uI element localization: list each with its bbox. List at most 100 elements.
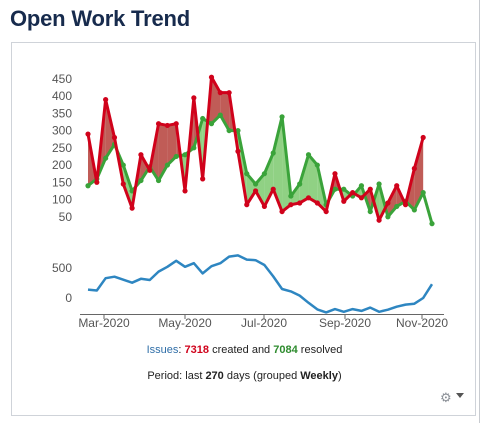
created-point (147, 167, 153, 173)
resolved-point (261, 171, 268, 177)
y-tick-label: 100 (52, 193, 72, 207)
created-point (94, 179, 100, 185)
resolved-word: resolved (300, 344, 343, 356)
created-point (305, 195, 312, 201)
created-point (85, 131, 91, 137)
resolved-point (244, 171, 250, 177)
resolved-point (332, 186, 338, 192)
period-days: 270 (205, 370, 224, 382)
issues-link[interactable]: Issues (146, 344, 179, 356)
created-point (420, 134, 426, 141)
resolved-point (103, 155, 109, 161)
resolved-point (226, 127, 232, 134)
created-point (120, 181, 126, 187)
resolved-point (208, 121, 215, 127)
created-resolved-plot: 50 100 150 200 250 300 350 400 450 (52, 72, 435, 227)
chart-panel (11, 42, 476, 416)
resolved-point (297, 181, 303, 187)
resolved-point (217, 112, 223, 118)
created-point (350, 190, 356, 196)
period-prefix: Period: last (147, 370, 203, 382)
resolved-point (138, 177, 144, 184)
resolved-point (411, 207, 417, 213)
created-point (173, 121, 179, 127)
difference-band (167, 123, 177, 166)
chevron-down-icon[interactable] (456, 393, 464, 398)
y-tick-label: 150 (52, 175, 72, 189)
resolved-point (270, 150, 276, 156)
created-point (226, 90, 232, 96)
created-point (155, 121, 162, 127)
created-point (191, 95, 197, 101)
created-point (411, 165, 417, 172)
created-point (111, 134, 118, 141)
right-divider (479, 0, 480, 423)
created-point (252, 188, 259, 194)
created-point (376, 217, 382, 223)
created-point (261, 203, 268, 210)
resolved-point (164, 162, 170, 168)
resolved-point (394, 203, 400, 210)
resolved-count: 7084 (273, 344, 298, 356)
y-tick-label: 300 (52, 124, 72, 138)
issues-colon: : (178, 344, 182, 356)
created-point (235, 148, 241, 154)
created-point (297, 200, 303, 206)
created-point (270, 186, 276, 192)
gear-icon[interactable]: ⚙ (440, 390, 452, 405)
created-word: created and (212, 344, 271, 356)
created-point (402, 202, 409, 208)
created-point (394, 183, 400, 189)
resolved-point (385, 214, 391, 220)
x-tick-label: Jul-2020 (241, 316, 287, 330)
resolved-point (358, 183, 365, 189)
created-point (279, 208, 285, 215)
resolved-point (420, 190, 426, 196)
created-resolved-summary: Issues: 7318 created and 7084 resolved (0, 344, 489, 356)
y-tick-label: 250 (52, 141, 72, 155)
open-issues-plot: 0 500 Mar-2020 May-2020 Jul-2020 Sep-2020 Nov-… (52, 254, 448, 330)
period-grouping: Weekly (300, 370, 338, 382)
resolved-point (235, 127, 241, 134)
resolved-point (429, 221, 435, 227)
resolved-point (252, 181, 259, 187)
resolved-point (305, 152, 312, 158)
difference-band (140, 154, 149, 181)
open-work-trend-chart: 50 100 150 200 250 300 350 400 450 0 500 Mar-2020 Ma… (52, 72, 448, 330)
difference-band (220, 92, 230, 131)
created-point (314, 200, 320, 206)
resolved-point (155, 177, 162, 184)
period-suffix: ) (337, 370, 342, 382)
resolved-point (341, 186, 347, 192)
page-title: Open Work Trend (10, 6, 190, 31)
resolved-point (314, 162, 320, 168)
resolved-point (182, 152, 188, 158)
created-point (129, 205, 135, 211)
y-tick-label: 350 (52, 106, 72, 120)
open-issues-line (87, 254, 434, 314)
created-point (341, 198, 347, 204)
created-count: 7318 (184, 344, 210, 356)
resolved-point (200, 115, 206, 122)
created-point (332, 171, 338, 177)
created-point (138, 152, 144, 158)
created-point (288, 202, 294, 208)
created-point (244, 202, 250, 208)
difference-band (308, 154, 318, 203)
resolved-point (279, 114, 285, 120)
x-tick-label: Nov-2020 (396, 316, 448, 330)
created-point (200, 176, 206, 182)
created-point (367, 186, 373, 192)
created-point (164, 122, 170, 129)
y-tick-label: 50 (59, 210, 73, 224)
x-tick-label: May-2020 (158, 316, 212, 330)
y-tick-label: 200 (52, 158, 72, 172)
period-middle: days (grouped (226, 370, 298, 382)
resolved-line (87, 113, 434, 225)
created-point (103, 96, 109, 103)
created-point (217, 90, 223, 96)
resolved-point (376, 181, 382, 187)
created-point (208, 74, 215, 80)
created-point (182, 188, 188, 194)
y-tick-label: 500 (52, 261, 72, 275)
